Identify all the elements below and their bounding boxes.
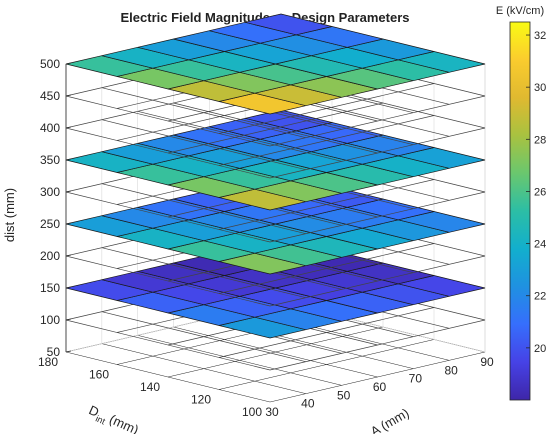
- z-tick-mark: [65, 62, 72, 65]
- z-tick-label: 450: [40, 89, 60, 103]
- z-tick-label: 200: [40, 249, 60, 263]
- z-tick-label: 350: [40, 153, 60, 167]
- y-tick-label: 160: [89, 368, 109, 382]
- floor-gridline-dint: [218, 339, 435, 390]
- z-tick-mark: [65, 190, 72, 193]
- colorbar-label: E (kV/cm): [496, 5, 544, 17]
- y-axis-label: Dint (mm): [85, 402, 141, 434]
- x-axis-label: A (mm): [368, 405, 412, 434]
- z-tick-mark: [65, 158, 72, 161]
- z-tick-mark: [65, 254, 72, 257]
- colorbar-gradient: [509, 21, 531, 401]
- y-tick-label: 180: [38, 355, 58, 369]
- slice-outline-line: [65, 127, 271, 179]
- y-tick-label: 100: [242, 405, 262, 419]
- x-tick-label: 50: [337, 388, 351, 402]
- slice-outline-line: [173, 102, 378, 154]
- z-tick-label: 300: [40, 185, 60, 199]
- x-tick-label: 80: [444, 363, 458, 377]
- slice-outline-line: [65, 319, 271, 371]
- colorbar-tick-label: 22: [534, 291, 546, 303]
- y-axis-label-unit: (mm): [104, 410, 141, 434]
- slice-250: [65, 173, 486, 275]
- z-axis-label: dist (mm): [2, 188, 17, 242]
- colorbar-tick-label: 28: [534, 134, 546, 146]
- z-tick-label: 150: [40, 281, 60, 295]
- slice-350: [65, 109, 486, 211]
- z-tick-mark: [65, 286, 72, 289]
- axis-ticks: 50 100 150 200 250 300 350 400 450 500 100 120 140 16…: [38, 57, 494, 419]
- colorbar-tick-label: 30: [534, 82, 546, 94]
- y-axis-label-subscript: int: [94, 413, 107, 426]
- y-tick-label: 120: [191, 393, 211, 407]
- y-tick-label: 140: [140, 380, 160, 394]
- x-tick-label: 30: [265, 405, 279, 419]
- z-tick-mark: [65, 350, 72, 353]
- slice-outline-line: [101, 247, 306, 299]
- z-tick-mark: [65, 222, 72, 225]
- floor-gridline-dint: [167, 326, 384, 378]
- slice-outline-line: [101, 311, 306, 363]
- z-tick-mark: [65, 318, 72, 321]
- colorbar-tick-label: 32: [534, 30, 546, 42]
- slice-500: [65, 13, 486, 115]
- z-tick-label: 100: [40, 313, 60, 327]
- z-tick-label: 400: [40, 121, 60, 135]
- floor-gridline-dint: [269, 351, 486, 403]
- slice-outline-line: [65, 95, 271, 147]
- x-tick-label: 40: [301, 397, 315, 411]
- slice-outline-line: [65, 191, 271, 243]
- data-slices: [65, 13, 486, 371]
- slice-outline-line: [101, 119, 306, 171]
- colorbar-ticks: 20 22 24 26 28 30 32: [526, 30, 546, 355]
- slice-outline-line: [137, 110, 342, 162]
- x-tick-label: 90: [480, 355, 494, 369]
- slice-outline-line: [65, 255, 271, 307]
- x-tick-label: 60: [373, 380, 387, 394]
- z-tick-label: 250: [40, 217, 60, 231]
- slice-outline-line: [101, 183, 306, 235]
- z-tick-label: 500: [40, 57, 60, 71]
- colorbar: 20 22 24 26 28 30 32 E (kV/cm): [496, 5, 546, 401]
- slice-outline-line: [101, 87, 306, 139]
- colorbar-tick-label: 24: [534, 239, 546, 251]
- z-tick-label: 50: [47, 345, 61, 359]
- x-tick-label: 70: [409, 372, 423, 386]
- colorbar-tick-label: 26: [534, 186, 546, 198]
- colorbar-tick-label: 20: [534, 343, 546, 355]
- slice-cell: [245, 13, 333, 36]
- z-tick-mark: [65, 126, 72, 129]
- z-tick-mark: [65, 94, 72, 97]
